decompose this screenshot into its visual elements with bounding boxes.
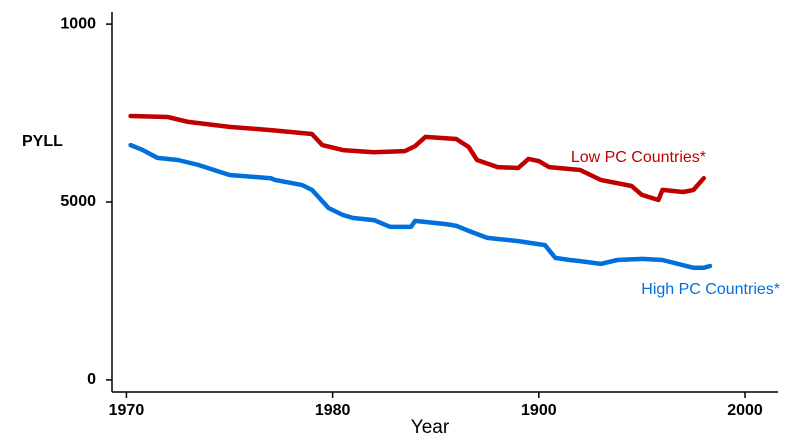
y-axis-label: PYLL bbox=[22, 133, 63, 150]
x-tick-label: 1970 bbox=[109, 402, 145, 419]
series-line bbox=[128, 113, 707, 203]
y-tick-label: 5000 bbox=[60, 193, 96, 210]
series-line bbox=[128, 142, 713, 271]
series-label: Low PC Countries* bbox=[571, 149, 706, 166]
series-label: High PC Countries* bbox=[641, 281, 780, 298]
x-tick-label: 1900 bbox=[521, 402, 557, 419]
x-tick-label: 1980 bbox=[315, 402, 351, 419]
x-axis-label: Year bbox=[411, 417, 450, 438]
y-tick-label: 0 bbox=[87, 371, 96, 388]
y-tick-label: 1000 bbox=[60, 15, 96, 32]
x-tick-label: 2000 bbox=[727, 402, 763, 419]
